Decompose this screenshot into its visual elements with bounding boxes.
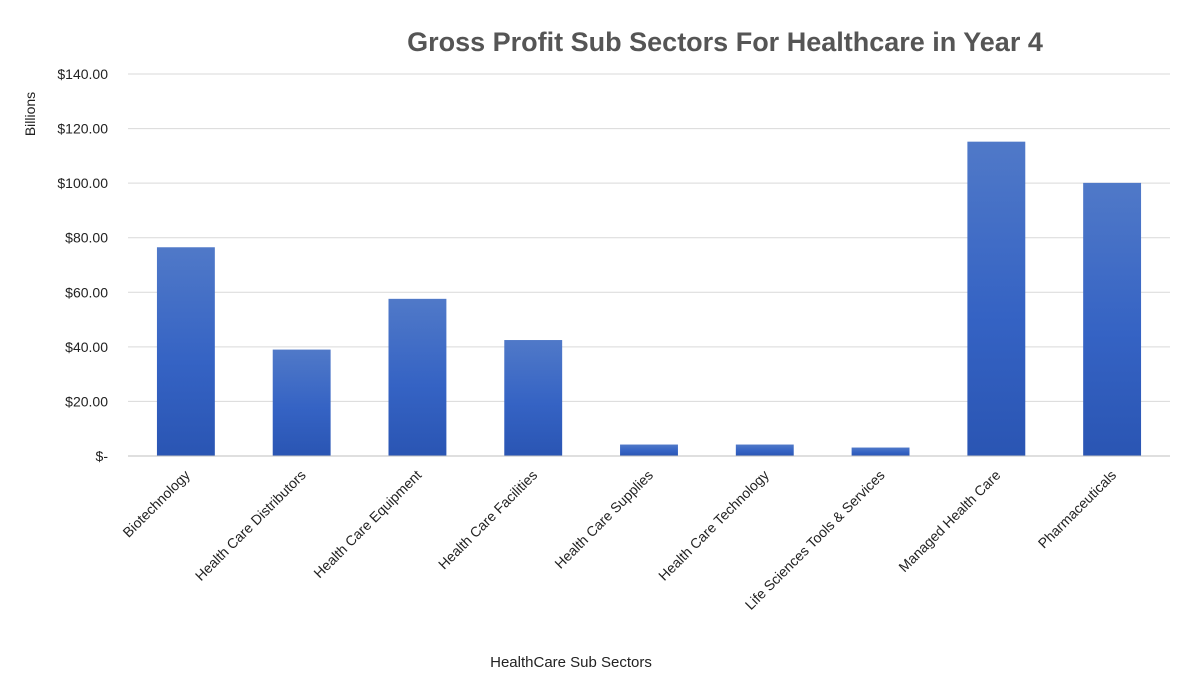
x-tick-label: Health Care Facilities [435,467,540,572]
y-tick-label: $60.00 [65,284,108,300]
y-tick-label: $20.00 [65,393,108,409]
bar [504,340,563,456]
y-tick-label: $120.00 [57,121,108,137]
bar [1083,182,1142,456]
x-tick-label: Life Sciences Tools & Services [742,467,888,613]
y-tick-label: $40.00 [65,339,108,355]
y-tick-labels: $- $20.00 $40.00 $60.00 $80.00 $100.00 $120.00… [57,66,108,464]
y-tick-label: $100.00 [57,175,108,191]
x-tick-label: Biotechnology [120,467,194,541]
x-tick-label: Health Care Distributors [192,467,309,584]
x-tick-label: Health Care Technology [655,467,772,584]
x-tick-label: Health Care Equipment [310,467,424,581]
x-tick-label: Managed Health Care [895,467,1003,575]
bars [156,141,1142,456]
x-tick-label: Pharmaceuticals [1035,467,1119,551]
bar [272,349,331,456]
y-tick-label: $140.00 [57,66,108,82]
y-tick-label: $- [96,448,109,464]
bar [388,298,447,456]
chart-title: Gross Profit Sub Sectors For Healthcare … [407,27,1043,57]
gridlines [128,73,1170,402]
x-tick-label: Health Care Supplies [551,467,656,572]
y-tick-label: $80.00 [65,230,108,246]
x-axis-label: HealthCare Sub Sectors [490,654,652,671]
bar [851,447,910,456]
bar [620,444,678,456]
bar [735,444,794,456]
bar [156,247,215,456]
bar [967,141,1026,456]
y-axis-label: Billions [22,92,38,136]
